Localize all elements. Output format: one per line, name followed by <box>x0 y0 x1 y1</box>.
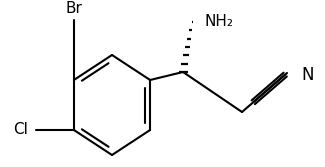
Text: Cl: Cl <box>13 123 28 137</box>
Text: N: N <box>301 66 314 84</box>
Text: Br: Br <box>65 1 82 16</box>
Text: NH₂: NH₂ <box>204 15 233 30</box>
